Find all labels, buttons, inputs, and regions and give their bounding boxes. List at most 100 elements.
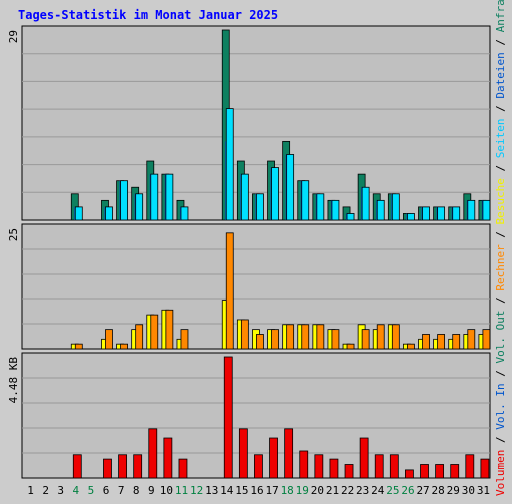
bar-rechner-day-31 bbox=[482, 329, 491, 350]
bar-rechner-day-20 bbox=[316, 324, 325, 350]
x-tick-label: 3 bbox=[57, 484, 64, 497]
legend-entry: Anfragen bbox=[494, 0, 507, 32]
bar-seiten-day-6 bbox=[105, 206, 113, 221]
bar-rechner-day-29 bbox=[452, 334, 461, 350]
bar-seiten-day-11 bbox=[180, 206, 189, 221]
bar-seiten-day-15 bbox=[240, 173, 249, 221]
legend-entry: Vol. Out bbox=[494, 311, 507, 364]
bar-volumen-day-30 bbox=[465, 454, 475, 479]
bar-rechner-day-15 bbox=[240, 319, 249, 350]
legend-entry: Besuche bbox=[494, 178, 507, 224]
bar-seiten-day-10 bbox=[165, 173, 174, 221]
bar-rechner-day-10 bbox=[165, 309, 174, 350]
bar-rechner-day-16 bbox=[256, 334, 264, 350]
bar-rechner-day-9 bbox=[150, 314, 159, 350]
x-tick-label: 2 bbox=[42, 484, 49, 497]
x-tick-label: 23 bbox=[356, 484, 369, 497]
bar-rechner-day-17 bbox=[271, 329, 279, 350]
bar-volumen-day-18 bbox=[284, 428, 294, 479]
legend-right: Volumen / Vol. In / Vol. Out / Rechner /… bbox=[494, 0, 507, 496]
x-tick-label: 11 bbox=[175, 484, 188, 497]
bar-seiten-day-28 bbox=[437, 206, 446, 221]
bar-volumen-day-21 bbox=[329, 458, 339, 479]
x-tick-label: 6 bbox=[103, 484, 110, 497]
x-tick-label: 15 bbox=[235, 484, 248, 497]
bar-rechner-day-7 bbox=[120, 343, 128, 350]
requests-panel-ymax-label: 29 bbox=[7, 30, 20, 43]
bar-seiten-day-4 bbox=[74, 206, 83, 221]
bar-seiten-day-21 bbox=[331, 199, 340, 221]
x-tick-label: 12 bbox=[190, 484, 203, 497]
x-tick-label: 9 bbox=[148, 484, 155, 497]
bar-rechner-day-30 bbox=[467, 329, 476, 350]
bar-volumen-day-19 bbox=[299, 450, 309, 479]
bar-volumen-day-16 bbox=[254, 454, 263, 479]
bar-volumen-day-24 bbox=[374, 454, 384, 479]
legend-entry: Volumen bbox=[494, 450, 507, 496]
bar-seiten-day-8 bbox=[135, 193, 144, 221]
bar-rechner-day-19 bbox=[301, 324, 310, 350]
volume-panel: 4.48 KB bbox=[7, 352, 491, 479]
legend-entry: Rechner bbox=[494, 244, 507, 291]
x-tick-label: 16 bbox=[250, 484, 263, 497]
bar-volumen-day-14 bbox=[223, 356, 233, 479]
bar-volumen-day-22 bbox=[344, 464, 354, 479]
x-tick-label: 5 bbox=[88, 484, 95, 497]
volume-panel-ymax-label: 4.48 KB bbox=[7, 357, 20, 404]
x-tick-label: 13 bbox=[205, 484, 218, 497]
bar-volumen-day-23 bbox=[359, 437, 369, 479]
bar-rechner-day-18 bbox=[286, 324, 295, 350]
legend-entry: Dateien bbox=[494, 52, 507, 98]
x-tick-label: 28 bbox=[432, 484, 445, 497]
bar-seiten-day-27 bbox=[422, 206, 430, 221]
x-tick-label: 10 bbox=[160, 484, 173, 497]
bar-volumen-day-31 bbox=[480, 458, 490, 479]
bar-rechner-day-27 bbox=[422, 334, 430, 350]
legend-entry: Seiten bbox=[494, 118, 507, 158]
x-tick-label: 25 bbox=[386, 484, 399, 497]
bar-volumen-day-4 bbox=[72, 454, 82, 479]
bar-rechner-day-4 bbox=[74, 343, 83, 350]
legend-separator: / bbox=[494, 99, 507, 119]
bar-seiten-day-19 bbox=[301, 180, 310, 221]
x-tick-label: 4 bbox=[73, 484, 80, 497]
bar-seiten-day-9 bbox=[150, 173, 159, 221]
bar-volumen-day-10 bbox=[163, 437, 173, 479]
legend-separator: / bbox=[494, 364, 507, 384]
x-tick-label: 18 bbox=[281, 484, 294, 497]
bar-rechner-day-8 bbox=[135, 324, 144, 350]
bar-volumen-day-20 bbox=[314, 454, 324, 479]
x-tick-label: 24 bbox=[371, 484, 385, 497]
x-tick-label: 27 bbox=[416, 484, 429, 497]
legend-separator: / bbox=[494, 32, 507, 52]
bar-seiten-day-17 bbox=[271, 167, 279, 221]
x-tick-label: 26 bbox=[401, 484, 414, 497]
bar-rechner-day-14 bbox=[225, 232, 234, 350]
bar-seiten-day-14 bbox=[225, 108, 234, 221]
bar-seiten-day-22 bbox=[346, 213, 355, 221]
x-tick-label: 1 bbox=[27, 484, 34, 497]
bar-rechner-day-6 bbox=[105, 329, 113, 350]
x-tick-label: 29 bbox=[447, 484, 460, 497]
x-tick-label: 21 bbox=[326, 484, 339, 497]
x-tick-label: 17 bbox=[265, 484, 278, 497]
bar-volumen-day-8 bbox=[133, 454, 143, 479]
x-tick-label: 14 bbox=[220, 484, 234, 497]
bar-seiten-day-24 bbox=[376, 199, 385, 221]
bar-rechner-day-28 bbox=[437, 334, 446, 350]
legend-separator: / bbox=[494, 291, 507, 311]
visits-panel-ymax-label: 25 bbox=[7, 228, 20, 241]
requests-panel: 29 bbox=[7, 25, 491, 221]
bar-rechner-day-25 bbox=[391, 324, 400, 350]
x-axis-day-labels: 1 2 3 4 5 6 7 8 9 10 11 12 13 14 15 16 17 18 19 20 21 22 23 24 2… bbox=[27, 484, 490, 497]
bar-volumen-day-27 bbox=[420, 464, 429, 479]
bar-rechner-day-22 bbox=[346, 343, 355, 350]
bar-volumen-day-29 bbox=[450, 464, 460, 479]
bar-seiten-day-18 bbox=[286, 154, 295, 221]
bar-rechner-day-24 bbox=[376, 324, 385, 350]
bar-rechner-day-11 bbox=[180, 329, 189, 350]
bar-volumen-day-6 bbox=[103, 458, 112, 479]
bar-seiten-day-25 bbox=[391, 193, 400, 221]
